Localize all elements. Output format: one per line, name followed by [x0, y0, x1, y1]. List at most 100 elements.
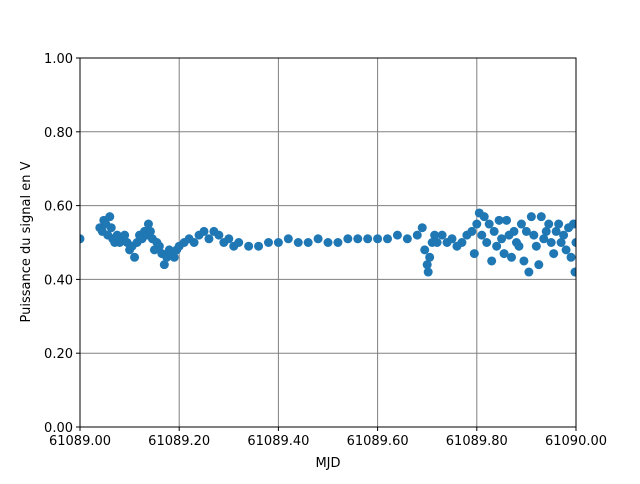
point: [554, 219, 564, 229]
point: [422, 260, 432, 270]
x-tick-label: 61089.00: [49, 434, 111, 449]
point: [570, 267, 576, 277]
point: [244, 241, 254, 251]
point: [130, 252, 140, 262]
point: [559, 230, 569, 240]
point: [423, 267, 433, 277]
point: [521, 226, 531, 236]
point: [519, 256, 529, 266]
point: [569, 219, 576, 229]
y-tick-label: 0.40: [44, 273, 73, 288]
point: [437, 230, 447, 240]
x-tick-label: 61089.60: [347, 434, 409, 449]
point: [199, 226, 209, 236]
point: [353, 234, 363, 244]
point: [544, 219, 554, 229]
point: [80, 234, 85, 244]
points: [80, 208, 576, 277]
point: [566, 252, 576, 262]
point: [514, 241, 524, 251]
point: [402, 234, 412, 244]
x-tick-label: 61089.20: [148, 434, 210, 449]
point: [432, 238, 442, 247]
point: [571, 238, 576, 247]
point: [546, 238, 556, 247]
point: [154, 241, 164, 251]
point: [502, 215, 512, 225]
point: [529, 230, 539, 240]
point: [467, 226, 477, 236]
point: [106, 223, 116, 233]
point: [556, 238, 566, 247]
y-tick-label: 1.00: [44, 52, 73, 67]
point: [487, 256, 497, 266]
point: [469, 249, 479, 259]
point: [534, 260, 544, 270]
point: [189, 238, 199, 247]
point: [494, 215, 504, 225]
point: [234, 238, 244, 247]
point: [373, 234, 383, 244]
point: [425, 252, 435, 262]
point: [159, 260, 169, 270]
point: [507, 252, 517, 262]
point: [484, 219, 494, 229]
x-tick-label: 61089.40: [247, 434, 309, 449]
point: [551, 226, 561, 236]
point: [420, 245, 430, 255]
point: [169, 252, 179, 262]
point: [303, 238, 313, 247]
point: [120, 230, 130, 240]
x-tick-label: 61090.00: [545, 434, 607, 449]
point: [549, 249, 559, 259]
y-tick-label: 0.60: [44, 200, 73, 215]
point: [204, 234, 214, 244]
point: [145, 226, 155, 236]
point: [343, 234, 353, 244]
point: [516, 219, 526, 229]
x-tick-label: 61089.80: [446, 434, 508, 449]
point: [472, 219, 482, 229]
point: [392, 230, 402, 240]
point: [214, 230, 224, 240]
point: [313, 234, 323, 244]
x-axis-label: MJD: [315, 456, 340, 471]
point: [489, 226, 499, 236]
point: [333, 238, 343, 247]
point: [263, 238, 273, 247]
point: [509, 226, 519, 236]
point: [224, 234, 234, 244]
point: [536, 212, 546, 222]
ticks: 61089.00 61089.20 61089.40 61089.60 61089.80…: [44, 52, 607, 449]
y-tick-label: 0.00: [44, 421, 73, 436]
point: [482, 238, 492, 247]
point: [383, 234, 393, 244]
point: [497, 234, 507, 244]
point: [457, 238, 467, 247]
point: [273, 238, 283, 247]
point: [541, 226, 551, 236]
point: [447, 234, 457, 244]
y-tick-label: 0.80: [44, 126, 73, 141]
point: [524, 267, 534, 277]
point: [430, 230, 440, 240]
y-axis-label: Puissance du signal en V: [19, 161, 34, 322]
point: [105, 212, 115, 222]
point: [254, 241, 264, 251]
point: [499, 249, 509, 259]
point: [363, 234, 373, 244]
point: [531, 241, 541, 251]
point: [417, 223, 427, 233]
y-tick-label: 0.20: [44, 347, 73, 362]
point: [492, 241, 502, 251]
point: [412, 230, 422, 240]
point: [477, 230, 487, 240]
axes-frame: [79, 57, 577, 428]
point: [539, 234, 549, 244]
point: [526, 212, 536, 222]
point: [283, 234, 293, 244]
point: [479, 212, 489, 222]
point: [143, 219, 153, 229]
point: [561, 245, 571, 255]
